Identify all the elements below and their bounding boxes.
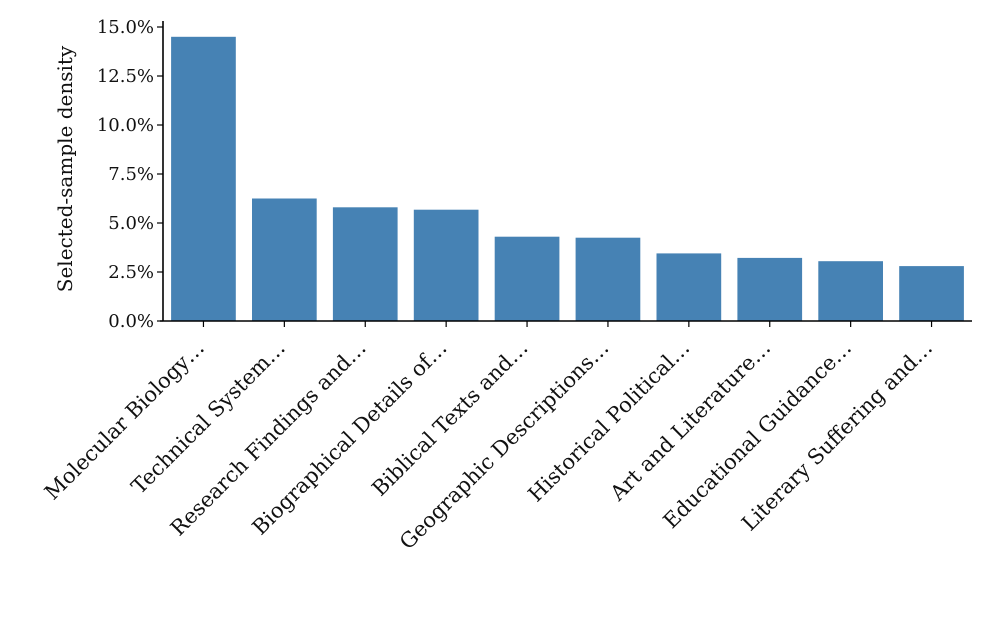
y-tick-label: 12.5% [97,66,154,87]
y-tick-label: 15.0% [97,17,154,38]
x-tick-label: Molecular Biology… [40,336,209,505]
bar-3 [332,207,398,321]
x-tick-label: Art and Literature… [605,336,775,506]
bar-2 [252,198,317,321]
x-tick-label: Historical Political… [523,336,694,507]
x-tick-label: Technical System… [127,336,290,499]
y-tick-label: 2.5% [108,262,154,283]
bar-9 [818,261,883,321]
bar-10 [899,266,964,321]
x-tick-label: Biblical Texts and… [367,336,532,501]
bar-4 [413,209,479,321]
y-axis: 0.0% 2.5% 5.0% 7.5% 10.0% 12.5% 15.0% [97,17,164,332]
y-tick-label: 10.0% [97,115,154,136]
y-tick-label: 0.0% [108,311,154,332]
bar-8 [737,257,803,321]
y-axis-title: Selected-sample density [53,45,77,292]
y-tick-label: 5.0% [108,213,154,234]
bar-5 [494,236,560,321]
bar-6 [575,237,641,321]
bar-7 [656,253,722,321]
y-tick-label: 7.5% [108,164,154,185]
bar-1 [171,36,236,322]
bars-group [171,36,964,322]
x-axis: Molecular Biology…Technical System…Resea… [40,320,972,554]
